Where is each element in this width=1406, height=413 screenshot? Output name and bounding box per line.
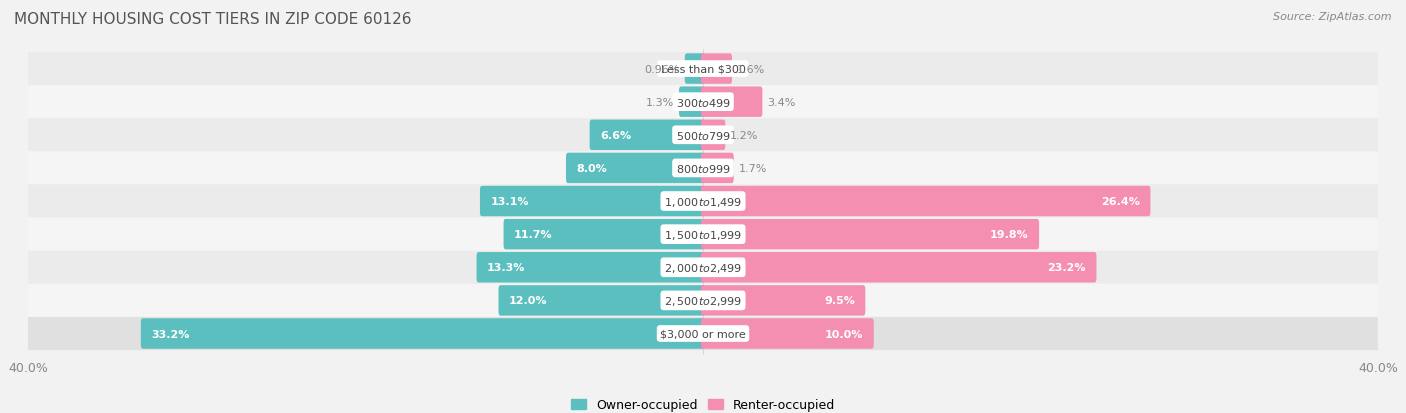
Text: $500 to $799: $500 to $799 <box>675 130 731 141</box>
FancyBboxPatch shape <box>28 53 1378 86</box>
FancyBboxPatch shape <box>702 153 734 184</box>
Text: 23.2%: 23.2% <box>1047 263 1085 273</box>
FancyBboxPatch shape <box>679 87 704 118</box>
FancyBboxPatch shape <box>702 219 1039 250</box>
FancyBboxPatch shape <box>702 87 762 118</box>
Text: 1.2%: 1.2% <box>730 131 758 140</box>
Text: 8.0%: 8.0% <box>576 164 607 173</box>
Text: Less than $300: Less than $300 <box>661 64 745 74</box>
Text: $1,500 to $1,999: $1,500 to $1,999 <box>664 228 742 241</box>
Text: MONTHLY HOUSING COST TIERS IN ZIP CODE 60126: MONTHLY HOUSING COST TIERS IN ZIP CODE 6… <box>14 12 412 27</box>
Text: $800 to $999: $800 to $999 <box>675 163 731 174</box>
Text: $2,500 to $2,999: $2,500 to $2,999 <box>664 294 742 307</box>
FancyBboxPatch shape <box>28 86 1378 119</box>
FancyBboxPatch shape <box>28 152 1378 185</box>
Text: 33.2%: 33.2% <box>152 329 190 339</box>
Text: $1,000 to $1,499: $1,000 to $1,499 <box>664 195 742 208</box>
FancyBboxPatch shape <box>702 318 873 349</box>
FancyBboxPatch shape <box>567 153 704 184</box>
FancyBboxPatch shape <box>685 54 704 85</box>
Legend: Owner-occupied, Renter-occupied: Owner-occupied, Renter-occupied <box>567 393 839 413</box>
FancyBboxPatch shape <box>28 284 1378 317</box>
Text: 6.6%: 6.6% <box>600 131 631 140</box>
FancyBboxPatch shape <box>503 219 704 250</box>
FancyBboxPatch shape <box>589 120 704 151</box>
Text: 11.7%: 11.7% <box>515 230 553 240</box>
Text: 10.0%: 10.0% <box>825 329 863 339</box>
Text: 0.96%: 0.96% <box>645 64 681 74</box>
Text: 1.6%: 1.6% <box>737 64 765 74</box>
FancyBboxPatch shape <box>28 218 1378 251</box>
Text: 19.8%: 19.8% <box>990 230 1029 240</box>
Text: 13.3%: 13.3% <box>486 263 526 273</box>
FancyBboxPatch shape <box>28 317 1378 350</box>
Text: 1.3%: 1.3% <box>647 97 675 107</box>
Text: 13.1%: 13.1% <box>491 197 529 206</box>
FancyBboxPatch shape <box>499 285 704 316</box>
FancyBboxPatch shape <box>702 54 733 85</box>
FancyBboxPatch shape <box>28 119 1378 152</box>
Text: $3,000 or more: $3,000 or more <box>661 329 745 339</box>
Text: 26.4%: 26.4% <box>1101 197 1140 206</box>
FancyBboxPatch shape <box>477 252 704 283</box>
Text: 12.0%: 12.0% <box>509 296 547 306</box>
FancyBboxPatch shape <box>702 252 1097 283</box>
FancyBboxPatch shape <box>479 186 704 217</box>
FancyBboxPatch shape <box>141 318 704 349</box>
Text: $300 to $499: $300 to $499 <box>675 97 731 108</box>
FancyBboxPatch shape <box>702 120 725 151</box>
Text: 3.4%: 3.4% <box>768 97 796 107</box>
FancyBboxPatch shape <box>28 185 1378 218</box>
Text: $2,000 to $2,499: $2,000 to $2,499 <box>664 261 742 274</box>
Text: 9.5%: 9.5% <box>824 296 855 306</box>
FancyBboxPatch shape <box>702 186 1150 217</box>
Text: 1.7%: 1.7% <box>738 164 766 173</box>
FancyBboxPatch shape <box>702 285 865 316</box>
FancyBboxPatch shape <box>28 251 1378 284</box>
Text: Source: ZipAtlas.com: Source: ZipAtlas.com <box>1274 12 1392 22</box>
